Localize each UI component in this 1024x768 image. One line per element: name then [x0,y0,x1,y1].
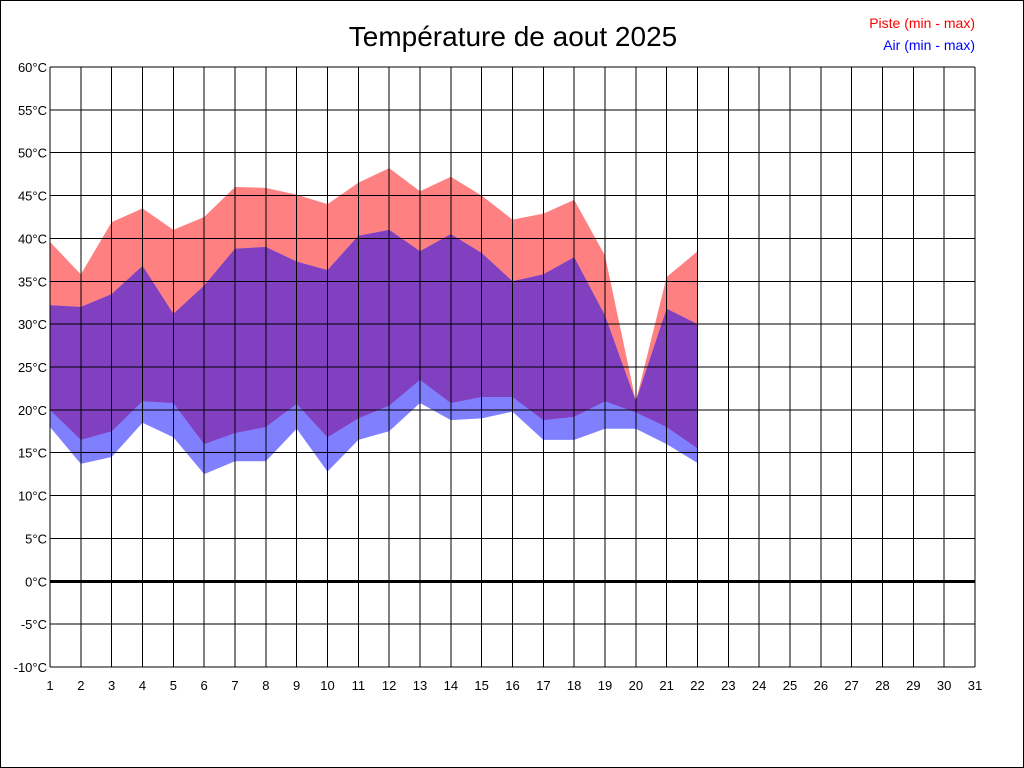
x-tick-label: 18 [567,678,581,693]
y-tick-label: 60°C [18,60,47,75]
plot-area: 1 2 3 4 5 6 7 8 9 10 11 12 13 14 15 16 17 18 19 20 21 22 23 24 2… [14,60,983,693]
y-tick-label: 35°C [18,274,47,289]
y-tick-label: 20°C [18,403,47,418]
x-tick-label: 14 [444,678,458,693]
series-band-overlap [50,229,698,449]
x-tick-label: 5 [170,678,177,693]
chart-title: Température de aout 2025 [349,21,677,52]
x-tick-label: 19 [598,678,612,693]
y-tick-label: -5°C [21,617,47,632]
x-tick-label: 11 [352,678,366,693]
y-tick-label: 10°C [18,489,47,504]
legend-entry-piste: Piste (min - max) [869,15,975,31]
y-tick-label: 45°C [18,189,47,204]
x-tick-label: 13 [413,678,427,693]
x-tick-label: 16 [505,678,519,693]
legend-entry-air: Air (min - max) [883,37,975,53]
y-tick-label: -10°C [14,660,47,675]
x-tick-label: 3 [108,678,115,693]
x-tick-label: 28 [875,678,889,693]
x-tick-label: 22 [690,678,704,693]
y-tick-label: 50°C [18,146,47,161]
x-tick-label: 27 [844,678,858,693]
x-tick-label: 10 [320,678,334,693]
y-tick-label: 40°C [18,231,47,246]
x-tick-label: 26 [814,678,828,693]
x-tick-label: 29 [906,678,920,693]
x-tick-label: 15 [474,678,488,693]
y-tick-label: 15°C [18,446,47,461]
x-tick-label: 30 [937,678,951,693]
y-tick-label: 55°C [18,103,47,118]
x-tick-label: 23 [721,678,735,693]
x-tick-label: 12 [382,678,396,693]
x-tick-label: 1 [46,678,53,693]
x-tick-label: 24 [752,678,766,693]
x-tick-label: 2 [77,678,84,693]
x-tick-label: 31 [968,678,982,693]
y-tick-label: 0°C [25,574,47,589]
x-tick-label: 9 [293,678,300,693]
y-tick-label: 30°C [18,317,47,332]
x-tick-label: 20 [629,678,643,693]
x-tick-label: 25 [783,678,797,693]
y-tick-label: 25°C [18,360,47,375]
x-tick-label: 4 [139,678,146,693]
x-tick-label: 7 [231,678,238,693]
x-tick-label: 6 [201,678,208,693]
y-tick-label: 5°C [25,531,47,546]
x-tick-label: 8 [262,678,269,693]
x-tick-label: 17 [536,678,550,693]
x-tick-label: 21 [659,678,673,693]
